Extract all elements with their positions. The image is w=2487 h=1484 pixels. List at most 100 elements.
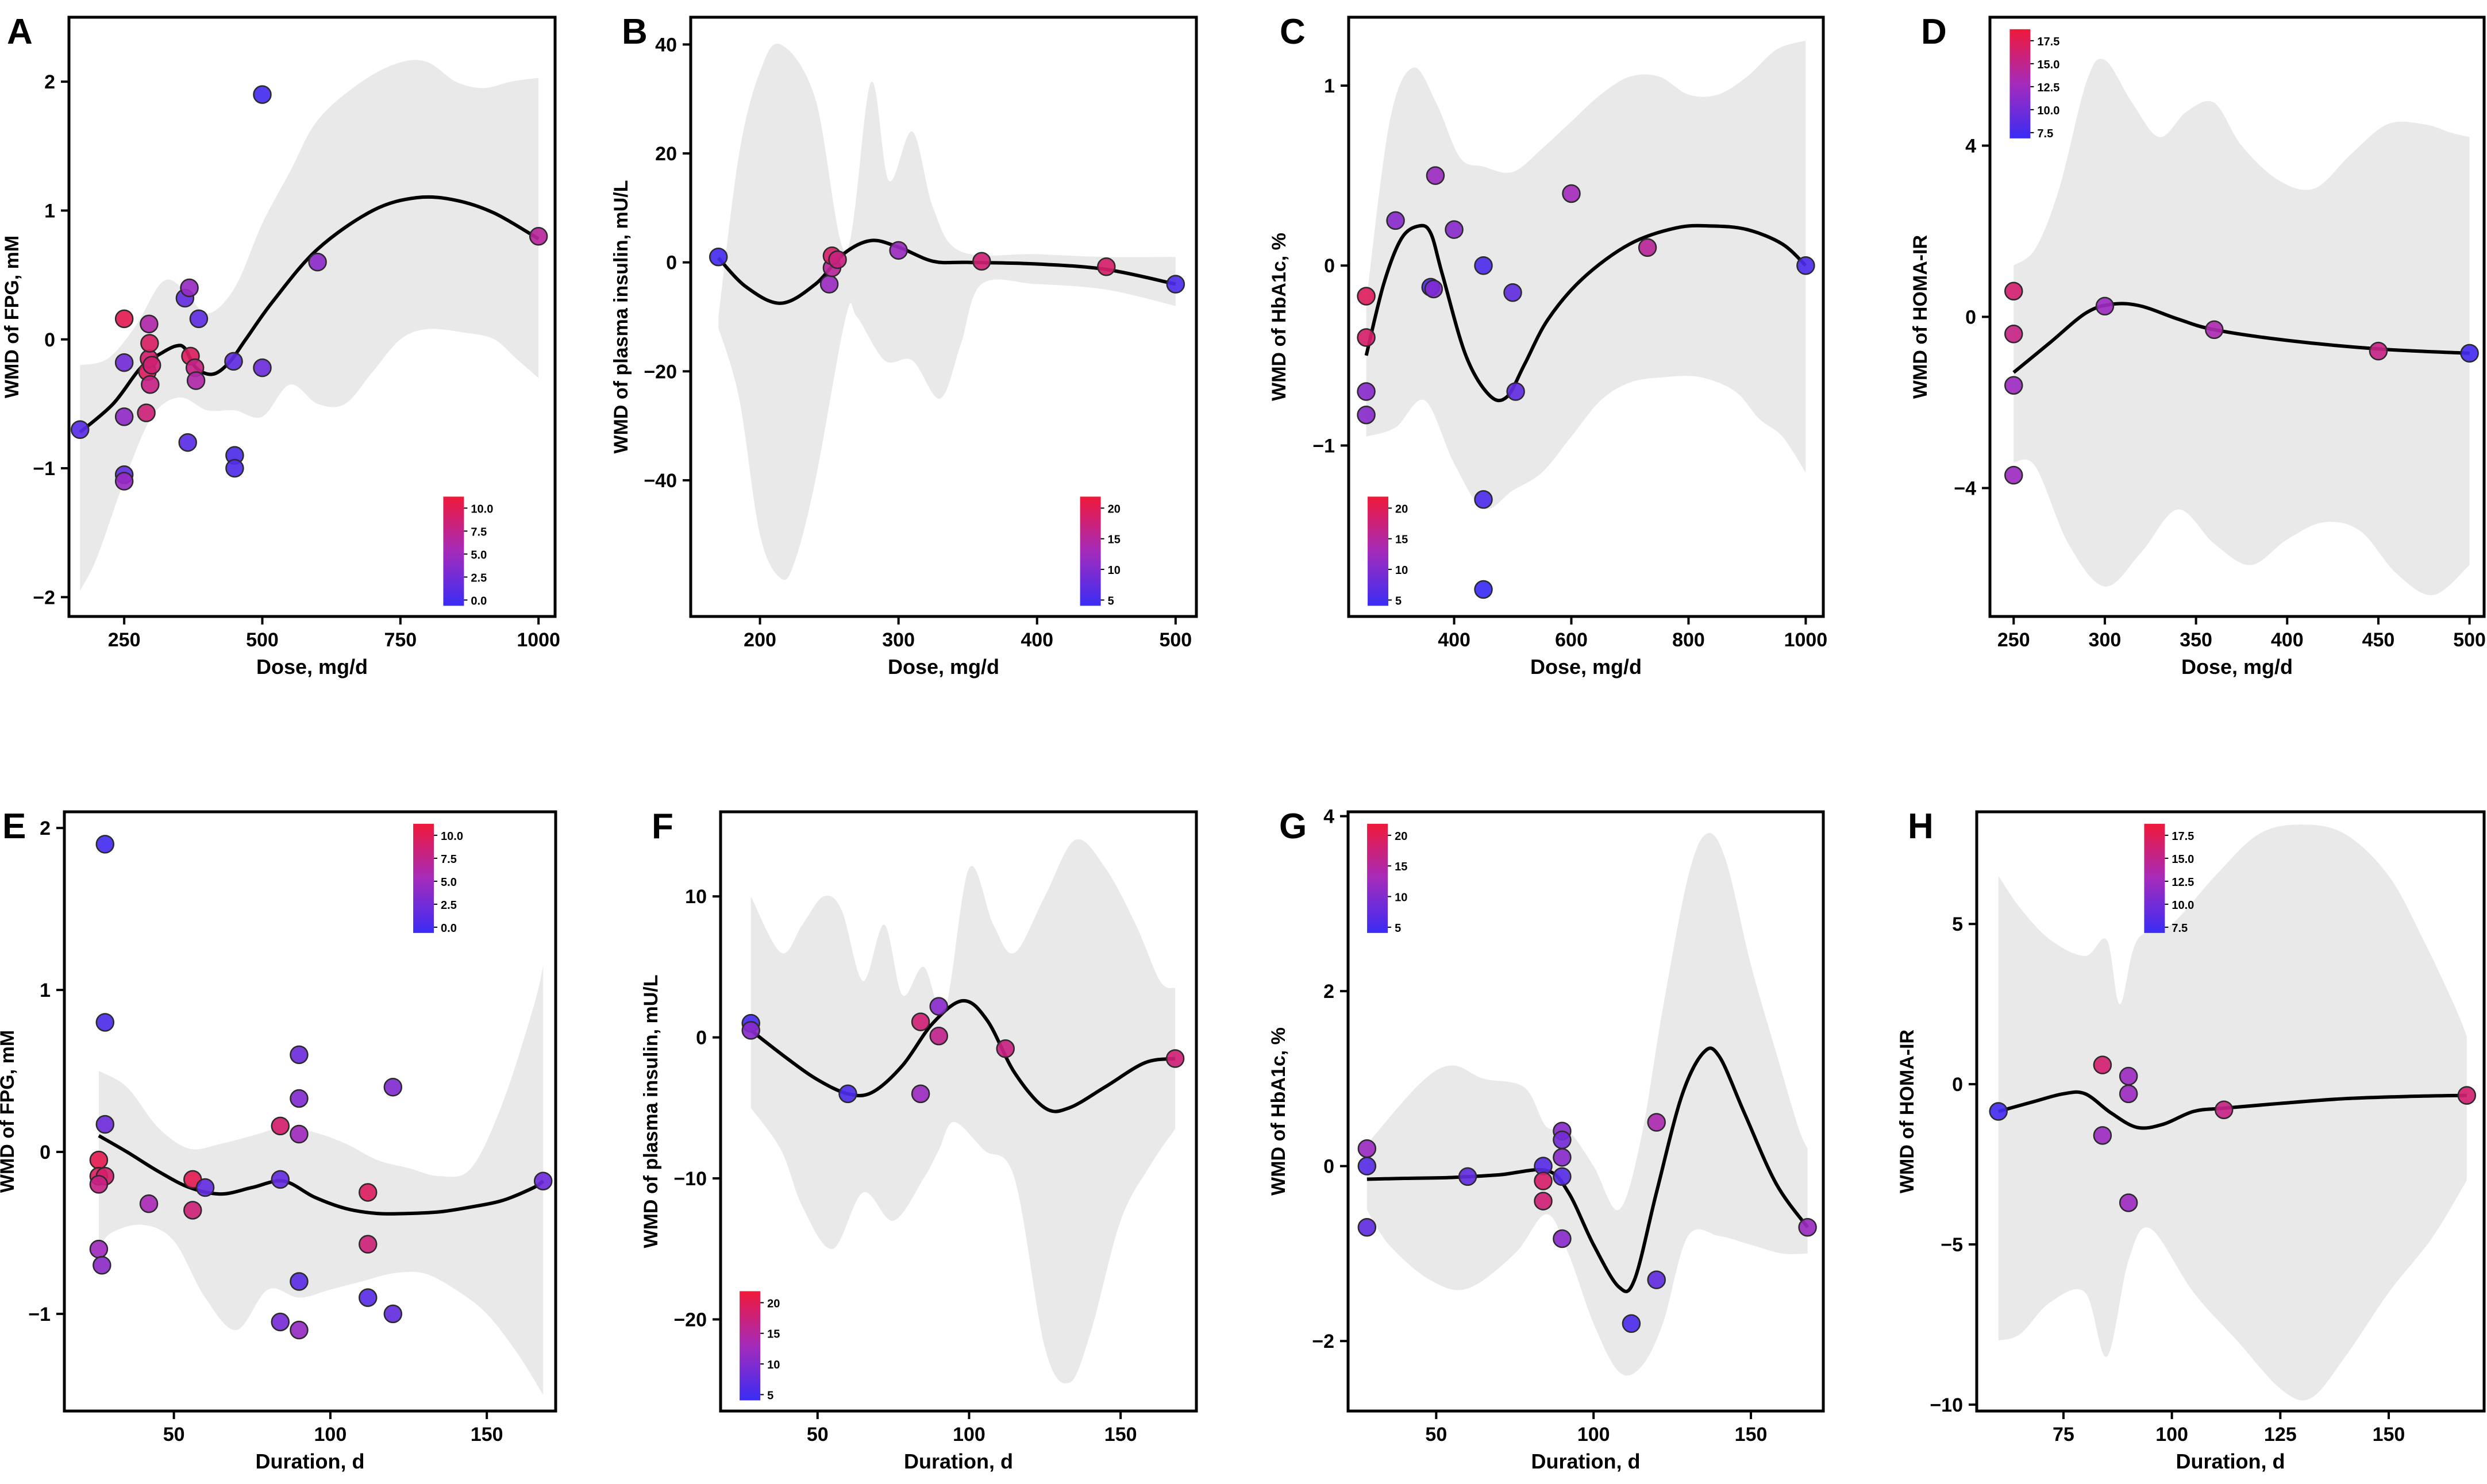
x-tick-label: 600 <box>1555 629 1588 651</box>
data-point <box>141 375 160 394</box>
y-tick-label: −2 <box>33 587 55 608</box>
panel-E: 50 100 150 −1 0 1 2 Duration, d WMD of FPG, mM E 1… <box>0 807 557 1473</box>
data-point <box>929 997 948 1016</box>
data-point <box>2004 465 2023 485</box>
plot-frame <box>1346 810 1825 1413</box>
plot-frame <box>63 810 557 1413</box>
data-point <box>189 309 209 329</box>
x-tick-label: 800 <box>1672 629 1705 651</box>
data-point <box>114 353 134 372</box>
plot-frame <box>67 16 557 618</box>
x-tick-label: 350 <box>2180 629 2212 651</box>
colorbar-tick-label: 15 <box>1108 534 1121 546</box>
colorbar-tick-label: 10.0 <box>2172 899 2194 912</box>
colorbar-tick-label: 12.5 <box>2037 82 2059 94</box>
data-point <box>178 433 197 452</box>
colorbar-tick-label: 7.5 <box>2037 128 2053 140</box>
plot-frame <box>689 16 1198 618</box>
x-tick-label: 150 <box>471 1424 503 1446</box>
data-point <box>253 85 272 104</box>
colorbar-tick-label: 15 <box>767 1328 780 1341</box>
data-point <box>1553 1167 1572 1186</box>
data-point <box>271 1116 290 1136</box>
x-tick-label: 100 <box>953 1424 985 1446</box>
data-point <box>1534 1171 1553 1190</box>
data-point <box>1357 328 1376 347</box>
y-tick-label: 4 <box>1965 136 1976 157</box>
colorbar-tick-label: 15 <box>1395 861 1407 873</box>
data-point <box>140 334 159 353</box>
data-point <box>358 1288 378 1307</box>
fitted-curve <box>1366 1046 1810 1293</box>
y-tick-label: 0 <box>666 252 677 274</box>
y-tick-label: 1 <box>44 200 55 222</box>
x-tick-label: 150 <box>1735 1424 1768 1446</box>
confidence-band <box>718 43 1176 580</box>
x-tick-label: 500 <box>1159 629 1192 651</box>
x-tick-label: 400 <box>1438 629 1470 651</box>
panel-letter: E <box>2 807 26 846</box>
data-point <box>195 1178 215 1197</box>
y-tick-label: −20 <box>673 1309 707 1331</box>
y-tick-label: 1 <box>40 980 51 1001</box>
panel-letter: F <box>652 807 673 846</box>
x-tick-label: 100 <box>2155 1424 2188 1446</box>
data-point <box>137 403 156 422</box>
x-tick-label: 450 <box>2362 629 2395 651</box>
y-tick-label: −1 <box>28 1304 51 1325</box>
colorbar-tick-label: 10 <box>1108 564 1121 577</box>
y-tick-label: 0 <box>1965 307 1976 329</box>
data-point <box>2457 1086 2477 1105</box>
data-point <box>1562 184 1581 203</box>
colorbar-tick-label: 5 <box>1395 922 1401 935</box>
data-point <box>1445 220 1464 239</box>
y-axis-label: WMD of HbA1c, % <box>1268 233 1290 401</box>
colorbar-tick-label: 20 <box>1395 830 1407 843</box>
colorbar <box>1368 496 1389 606</box>
x-tick-label: 400 <box>2271 629 2304 651</box>
confidence-band <box>80 60 539 591</box>
colorbar-tick-label: 20 <box>1108 503 1121 515</box>
data-point <box>1506 382 1525 401</box>
data-point <box>224 352 243 371</box>
data-point <box>225 458 244 478</box>
colorbar-tick-label: 0.0 <box>441 922 457 935</box>
panel-A: 250 500 750 1000 −2 −1 0 1 2 Dose, mg/d WMD of FPG… <box>1 12 560 679</box>
y-axis-label: WMD of FPG, mM <box>0 1030 18 1193</box>
colorbar-tick-label: 5 <box>1395 595 1402 607</box>
y-tick-label: 0 <box>44 329 55 351</box>
data-point <box>1553 1130 1572 1150</box>
x-tick-label: 1000 <box>1784 629 1828 651</box>
y-tick-label: 10 <box>685 886 707 908</box>
panel-letter: A <box>7 12 33 52</box>
colorbar-tick-label: 2.5 <box>471 572 487 584</box>
data-point <box>358 1183 378 1202</box>
colorbar-tick-label: 20 <box>767 1297 780 1310</box>
data-point <box>290 1045 309 1065</box>
confidence-band <box>2014 59 2470 595</box>
y-tick-label: −20 <box>644 361 677 383</box>
data-point <box>290 1272 309 1291</box>
data-point <box>89 1239 109 1259</box>
colorbar-tick-label: 12.5 <box>2172 876 2194 889</box>
data-point <box>2119 1193 2138 1212</box>
data-point <box>1357 382 1376 401</box>
x-tick-label: 100 <box>314 1424 347 1446</box>
fitted-curve <box>98 1134 545 1216</box>
fitted-curve <box>79 195 540 434</box>
data-point <box>2095 296 2115 316</box>
data-point <box>1165 1049 1185 1068</box>
y-tick-label: 0 <box>1324 255 1335 277</box>
data-point <box>1357 1139 1377 1158</box>
data-point <box>1424 279 1443 299</box>
y-axis-label: WMD of plasma insulin, mU/L <box>640 974 662 1248</box>
colorbar <box>740 1291 761 1401</box>
confidence-band <box>98 965 544 1395</box>
data-point <box>996 1039 1015 1058</box>
panel-letter: H <box>1908 807 1934 846</box>
x-tick-label: 750 <box>384 629 417 651</box>
data-point <box>142 356 161 375</box>
data-point <box>1357 287 1376 306</box>
colorbar-tick-label: 15 <box>1395 534 1408 546</box>
